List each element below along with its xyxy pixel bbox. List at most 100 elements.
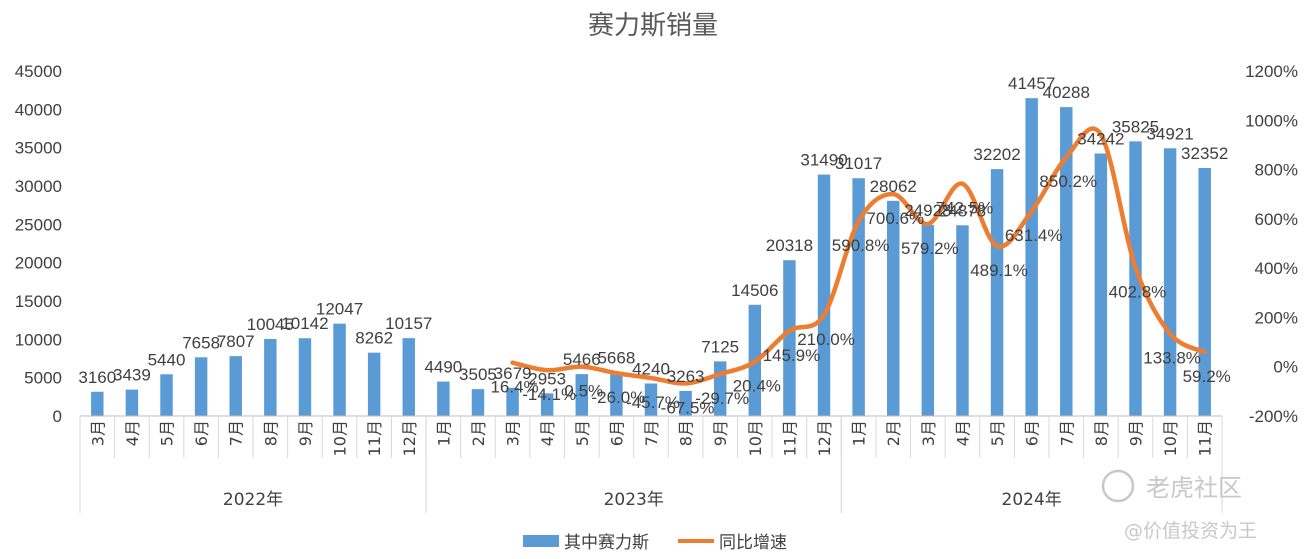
bar [575, 374, 589, 416]
x-category-label: 5月 [988, 420, 1007, 446]
legend-label-line: 同比增速 [719, 533, 787, 553]
x-category-label: 1月 [434, 420, 453, 446]
x-category-label: 4月 [953, 420, 972, 446]
line-point [787, 328, 792, 333]
watermark-brand: 老虎社区 [1146, 474, 1242, 502]
bar [1060, 107, 1073, 416]
x-group-label: 2023年 [604, 490, 664, 510]
bar-data-label: 5440 [148, 350, 186, 369]
x-category-label: 8月 [1092, 420, 1111, 446]
bar-data-label: 35825 [1112, 117, 1159, 136]
bar [1129, 141, 1142, 416]
y-left-tick-label: 20000 [15, 254, 62, 273]
bar-data-label: 32202 [973, 145, 1020, 164]
line-data-label: 489.1% [970, 261, 1028, 280]
bar [1163, 148, 1177, 416]
y-left-tick-label: 15000 [15, 292, 62, 311]
x-category-label: 3月 [504, 420, 523, 446]
line-point [1098, 132, 1103, 137]
legend: 其中赛力斯 同比增速 [523, 532, 787, 553]
bar-data-label: 3679 [494, 364, 532, 383]
x-axis: 3月 4月 5月 6月 7月 8月 9月 10月 11月 12月 1月 2月 3月 4月 5月 6月 7月 8月 9… [79, 415, 1223, 513]
bar-data-label: 24878 [939, 201, 986, 220]
line-data-label: 59.2% [1183, 367, 1231, 386]
line-data-label: 590.8% [832, 236, 890, 255]
bar [540, 393, 554, 416]
line-point [752, 359, 757, 364]
watermark-handle: @价值投资为王 [1124, 520, 1257, 542]
bar [437, 381, 450, 416]
bar [471, 389, 485, 416]
line-point [1168, 331, 1173, 336]
x-category-label: 11月 [780, 420, 799, 456]
line-point [649, 375, 653, 380]
line-data-label: -45.7% [626, 393, 680, 412]
bar-data-label: 24928 [904, 201, 951, 220]
y-left-tick-label: 40000 [15, 100, 62, 119]
bar [264, 338, 277, 416]
line-point [545, 368, 550, 373]
line-data-label: 133.8% [1143, 349, 1201, 368]
line-point [579, 364, 584, 369]
x-category-label: 4月 [538, 420, 557, 446]
y-right-tick-label: 400% [1255, 259, 1298, 278]
bar-data-label: 5466 [563, 350, 601, 369]
x-category-label: 4月 [123, 420, 142, 446]
x-category-label: 8月 [677, 420, 696, 446]
x-category-label: 9月 [711, 420, 730, 446]
x-category-label: 2月 [469, 420, 488, 446]
bar-data-label: 12047 [316, 300, 363, 319]
bar [1094, 153, 1108, 416]
y-left-tick-label: 0 [53, 407, 62, 426]
line-point [995, 244, 1000, 249]
y-left-tick-label: 35000 [15, 139, 62, 158]
y-left-tick-label: 5000 [24, 369, 62, 388]
line-data-label: 402.8% [1109, 282, 1167, 301]
bar [367, 352, 381, 416]
line-point [683, 381, 688, 386]
bar [298, 338, 312, 416]
bar-data-label: 10045 [247, 315, 294, 334]
line-data-label: 145.9% [763, 346, 821, 365]
x-category-label: 12月 [400, 420, 419, 456]
x-category-label: 5月 [158, 420, 177, 446]
bar-data-label: 4490 [424, 358, 462, 377]
bar [783, 260, 796, 416]
line-data-label: 850.2% [1039, 172, 1097, 191]
bar [817, 174, 831, 416]
y-right-tick-label: 800% [1255, 161, 1298, 180]
line-point [1133, 265, 1138, 270]
y-left-tick-label: 25000 [15, 215, 62, 234]
x-category-label: 7月 [227, 420, 246, 446]
x-category-label: 3月 [88, 420, 107, 446]
bar-data-label: 28062 [870, 177, 917, 196]
line-data-label: -26.0% [591, 388, 645, 407]
y-left-axis: 0 5000 10000 15000 20000 25000 30000 35000 40000… [15, 62, 62, 426]
x-category-label: 7月 [1057, 420, 1076, 446]
x-category-label: 11月 [365, 420, 384, 456]
x-category-label: 1月 [850, 420, 869, 446]
line-data-label: -67.5% [661, 398, 715, 417]
line-data-label: 700.6% [866, 209, 924, 228]
line-data-label: -29.7% [695, 389, 749, 408]
y-left-tick-label: 10000 [15, 330, 62, 349]
y-right-tick-label: 200% [1255, 308, 1298, 327]
x-category-label: 9月 [296, 420, 315, 446]
line-data-label: 210.0% [797, 330, 855, 349]
line-data-label: 579.2% [901, 239, 959, 258]
x-category-label: 10月 [746, 420, 765, 456]
bar [921, 224, 935, 416]
line-data-labels: 16.4%-14.1%0.5%-26.0%-45.7%-67.5%-29.7%2… [490, 172, 1230, 417]
line-point [614, 371, 619, 376]
bar-data-label: 7807 [217, 332, 255, 351]
bar-data-label: 14506 [731, 281, 778, 300]
x-category-label: 3月 [919, 420, 938, 446]
bar-data-label: 3263 [667, 367, 705, 386]
x-category-label: 11月 [1196, 420, 1215, 456]
bar [91, 391, 104, 416]
line-point [718, 372, 723, 377]
x-category-label: 10月 [331, 420, 350, 456]
line-point [1029, 209, 1034, 214]
bar-data-label: 32352 [1181, 144, 1228, 163]
